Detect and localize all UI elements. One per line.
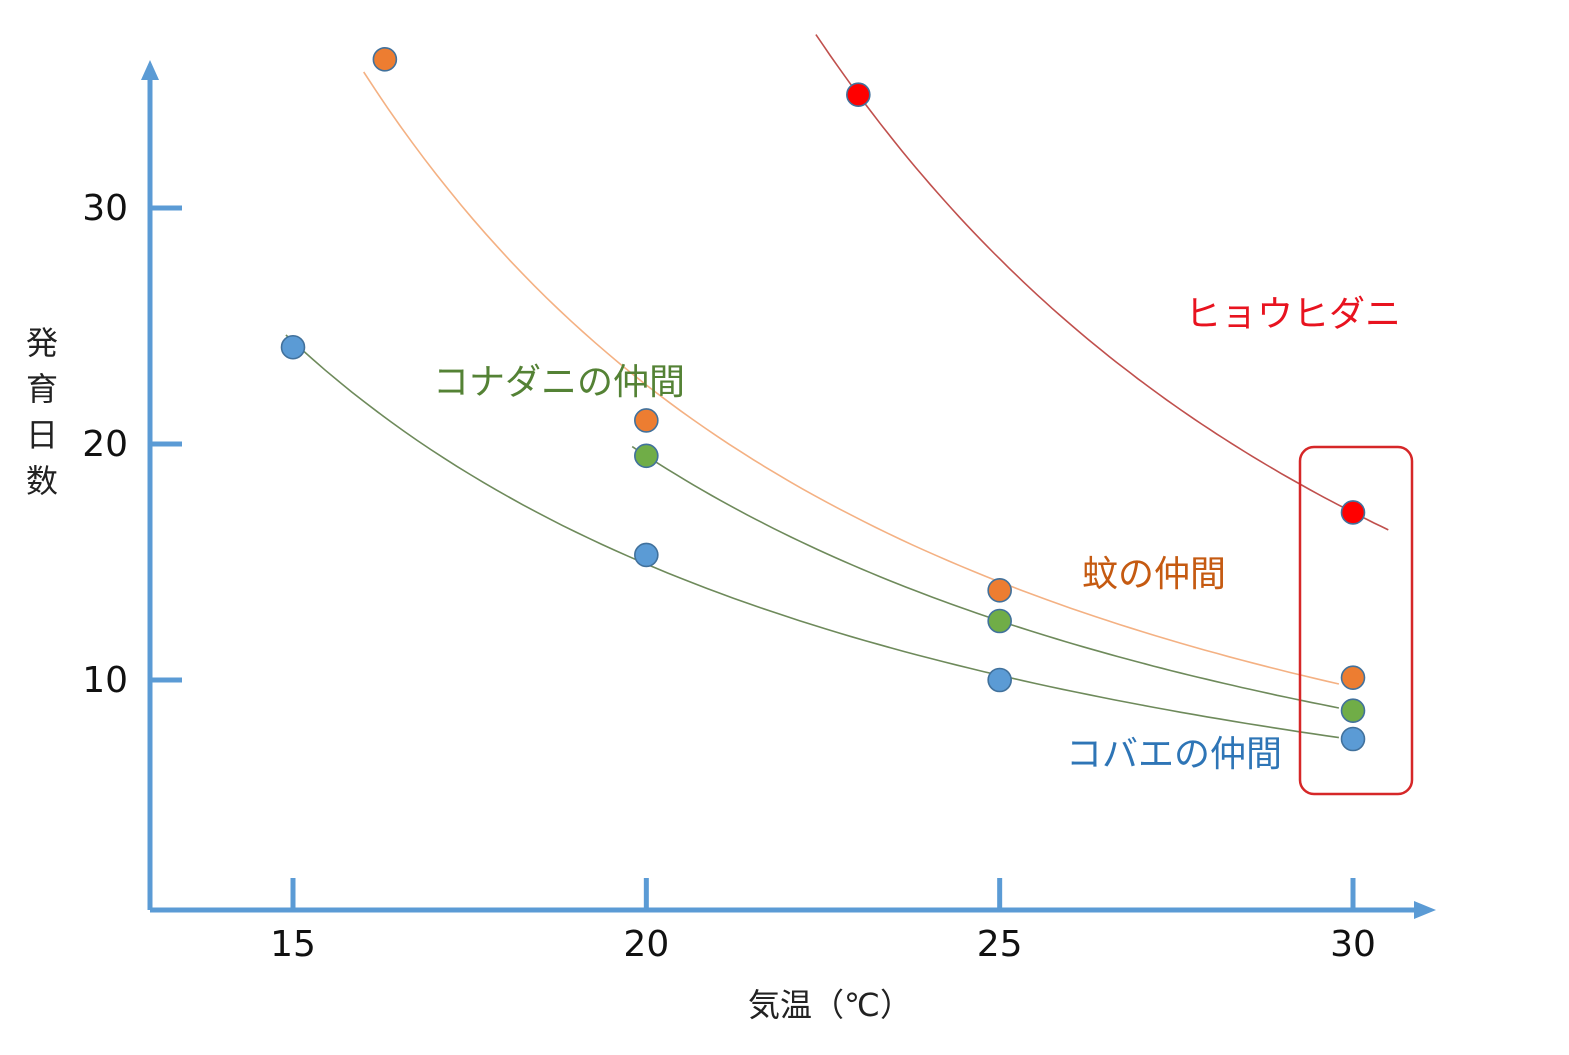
data-point <box>846 82 871 108</box>
data-point <box>987 667 1012 693</box>
data-point <box>987 608 1012 634</box>
data-point <box>987 578 1012 603</box>
x-tick-label-15: 15 <box>270 924 316 965</box>
series-label-kobae: コバエの仲間 <box>1066 734 1282 775</box>
y-tick-label-20: 20 <box>82 424 128 465</box>
series-label-konadani: コナダニの仲間 <box>433 362 685 403</box>
y-tick-label-30: 30 <box>82 188 128 229</box>
highlight-box <box>1298 445 1414 796</box>
x-tick-label-30: 30 <box>1330 924 1376 965</box>
y-axis-title-char: 発 <box>26 324 58 362</box>
fit-curve-3 <box>285 334 1340 739</box>
y-axis-title-char: 育 <box>26 370 58 408</box>
data-point <box>1340 665 1366 690</box>
data-points <box>280 47 1366 752</box>
data-point <box>634 542 659 568</box>
data-point <box>280 334 306 360</box>
data-point <box>372 47 398 72</box>
y-axis-title-char: 数 <box>26 462 58 500</box>
x-axis-arrow <box>1414 901 1436 919</box>
series-label-ka: 蚊の仲間 <box>1082 554 1226 595</box>
fit-curve-1 <box>363 71 1340 685</box>
ticks: 15 20 25 30 10 20 30 <box>82 188 1376 965</box>
y-axis-arrow <box>141 60 159 80</box>
y-axis-title-char: 日 <box>26 416 58 454</box>
x-tick-label-25: 25 <box>977 924 1023 965</box>
fit-curves <box>285 34 1389 739</box>
data-point <box>1340 698 1366 723</box>
x-tick-label-20: 20 <box>623 924 669 965</box>
fit-curve-0 <box>815 34 1389 531</box>
data-point <box>1340 500 1366 525</box>
y-tick-label-10: 10 <box>82 660 128 701</box>
axes <box>141 60 1436 919</box>
x-axis-title: 気温（℃） <box>748 986 912 1024</box>
fit-curve-2 <box>631 445 1340 709</box>
series-label-hyouhidani: ヒョウヒダニ <box>1185 294 1401 335</box>
data-point <box>634 443 659 469</box>
data-point <box>1340 726 1366 752</box>
data-point <box>634 408 659 433</box>
